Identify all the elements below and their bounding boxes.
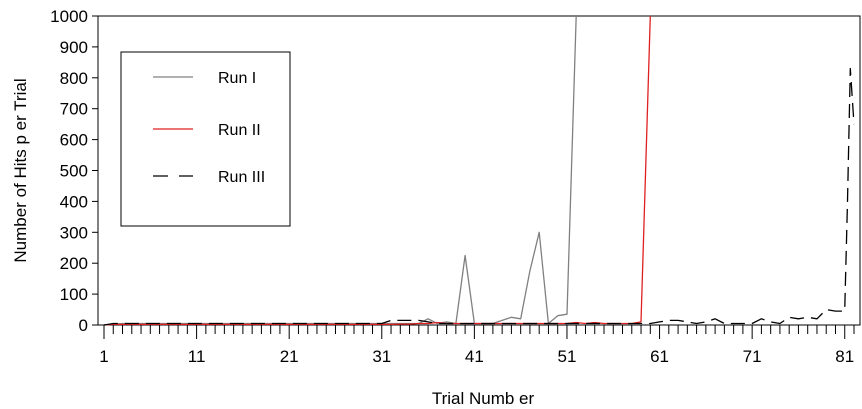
- y-tick-label: 1000: [50, 7, 88, 26]
- x-tick-label: 61: [650, 347, 669, 366]
- series-line-2: [103, 15, 651, 326]
- series-line-3: [103, 67, 855, 326]
- y-tick-label: 200: [60, 254, 88, 273]
- x-tick-label: 41: [465, 347, 484, 366]
- legend-label-1: Run I: [218, 70, 256, 87]
- legend: Run I Run II Run III: [120, 51, 291, 227]
- legend-label-2: Run II: [218, 122, 261, 139]
- x-tick-label: 31: [372, 347, 391, 366]
- legend-label-3: Run III: [218, 169, 265, 186]
- y-tick-label: 400: [60, 192, 88, 211]
- y-tick-label: 500: [60, 162, 88, 181]
- x-axis: 1 11 21 31 41 51 61 71 81: [99, 325, 855, 366]
- x-tick-label: 71: [743, 347, 762, 366]
- y-tick-label: 0: [79, 316, 88, 335]
- y-tick-label: 900: [60, 38, 88, 57]
- x-tick-label: 11: [188, 347, 206, 366]
- y-tick-label: 600: [60, 131, 88, 150]
- legend-box: [120, 51, 291, 227]
- y-tick-label: 300: [60, 223, 88, 242]
- y-tick-label: 700: [60, 100, 88, 119]
- y-tick-label: 100: [60, 285, 88, 304]
- x-axis-title: Trial Numb er: [432, 389, 535, 408]
- x-tick-label: 21: [280, 347, 299, 366]
- x-tick-label: 81: [835, 347, 854, 366]
- y-tick-label: 800: [60, 69, 88, 88]
- y-axis-title: Number of Hits p er Trial: [11, 78, 30, 262]
- series-layer: [103, 15, 855, 326]
- x-tick-label: 51: [558, 347, 577, 366]
- plot-area: [97, 15, 861, 326]
- y-axis: 0 100 200 300 400 500 600 700 800 900 1000: [50, 7, 98, 335]
- x-tick-label: 1: [99, 347, 108, 366]
